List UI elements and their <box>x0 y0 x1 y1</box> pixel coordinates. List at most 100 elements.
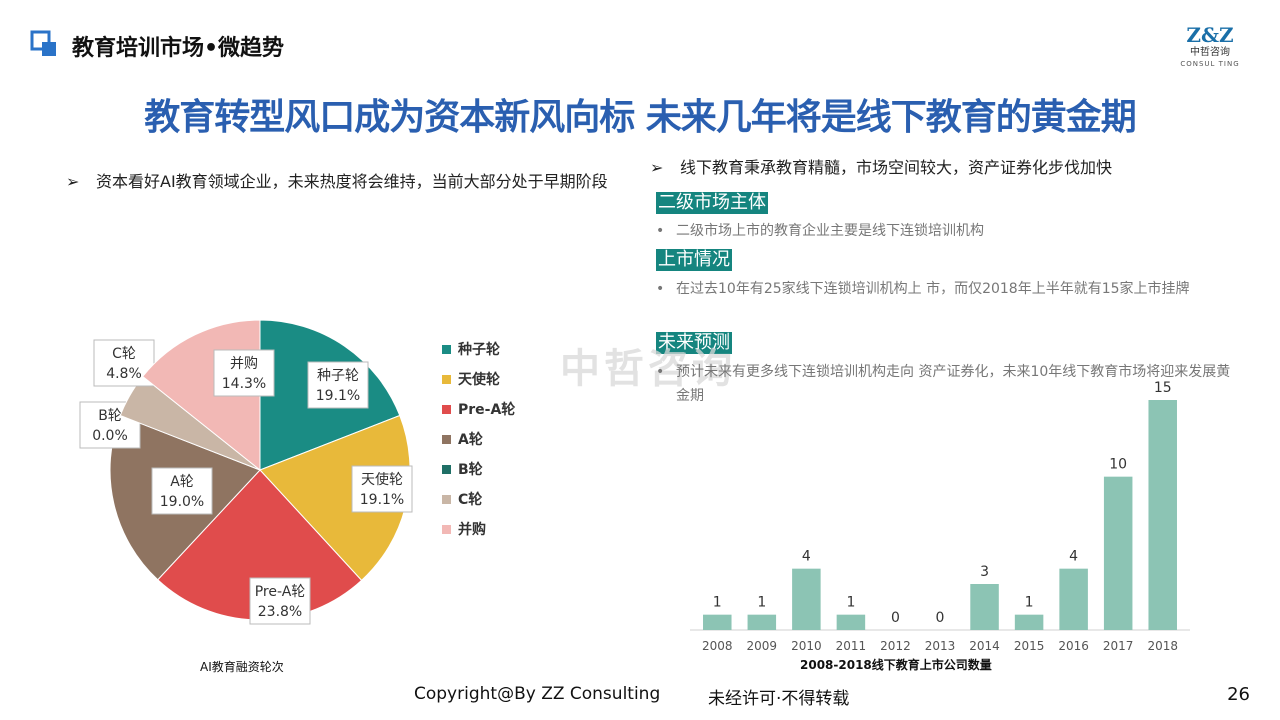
legend-item-5: C轮 <box>442 491 482 508</box>
legend-label: 天使轮 <box>458 371 500 388</box>
bar-value-label: 15 <box>1154 380 1172 396</box>
bar-2014 <box>970 584 999 630</box>
pie-data-label-3: A轮 19.0% <box>151 467 213 515</box>
bar-2018 <box>1148 400 1177 630</box>
x-tick-label: 2016 <box>1058 639 1089 653</box>
section-body: 预计未来有更多线下连锁培训机构走向 资产证券化，未来10年线下教育市场将迎来发展… <box>676 364 1231 404</box>
dot-bullet-icon: • <box>656 281 665 297</box>
legend-item-0: 种子轮 <box>442 341 500 358</box>
section-logo-icon <box>30 30 56 56</box>
dot-bullet-icon: • <box>656 223 665 239</box>
arrow-bullet-icon: ➢ <box>650 158 664 177</box>
pie-label-name: B轮 <box>98 408 122 424</box>
right-bullet: ➢ 线下教育秉承教育精髓，市场空间较大，资产证券化步伐加快 <box>650 154 1250 181</box>
pie-label-name: Pre-A轮 <box>255 584 306 600</box>
pie-chart: 种子轮19.1%种子轮天使轮19.1%天使轮Pre-A轮23.8%Pre-A轮A… <box>79 319 515 625</box>
legend-item-3: A轮 <box>442 431 483 448</box>
bar-2015 <box>1014 614 1044 630</box>
legend-swatch <box>442 525 451 534</box>
legend-label: Pre-A轮 <box>458 401 515 418</box>
legend-swatch <box>442 495 451 504</box>
bar-value-label: 1 <box>846 595 855 611</box>
footer-note: 未经许可·不得转载 <box>708 689 850 709</box>
pie-data-label-1: 天使轮 19.1% <box>351 465 413 513</box>
pie-label-value: 23.8% <box>258 604 302 620</box>
section-tag-forecast: 未来预测 <box>656 332 732 354</box>
legend-swatch <box>442 435 451 444</box>
pie-label-value: 0.0% <box>92 428 128 444</box>
pie-label-value: 19.0% <box>160 494 204 510</box>
pie-data-label-0: 种子轮 19.1% <box>307 361 369 409</box>
x-tick-label: 2010 <box>791 639 822 653</box>
bar-value-label: 1 <box>757 595 766 611</box>
brand-logo: Z&Z 中哲咨询 CONSUL TING <box>1170 24 1250 69</box>
bar-value-label: 0 <box>891 610 900 626</box>
pie-label-name: C轮 <box>112 346 136 362</box>
legend-item-6: 并购 <box>442 521 486 538</box>
footer-copyright: Copyright@By ZZ Consulting <box>414 684 661 704</box>
legend-label: 并购 <box>458 521 486 538</box>
pie-data-label-6: 并购 14.3% <box>213 349 275 397</box>
x-tick-label: 2011 <box>836 639 867 653</box>
pie-data-label-2: Pre-A轮 23.8% <box>249 577 311 625</box>
bar-value-label: 1 <box>713 595 722 611</box>
legend-label: A轮 <box>458 431 483 448</box>
bar-2016 <box>1059 568 1088 630</box>
bar-2011 <box>836 614 866 630</box>
pie-label-value: 19.1% <box>316 388 360 404</box>
bar-value-label: 3 <box>980 564 989 580</box>
pie-label-value: 19.1% <box>360 492 404 508</box>
watermark: 中哲咨询 <box>560 346 736 392</box>
x-tick-label: 2015 <box>1014 639 1045 653</box>
pie-label-value: 4.8% <box>106 366 142 382</box>
x-tick-label: 2018 <box>1147 639 1178 653</box>
x-tick-label: 2008 <box>702 639 733 653</box>
brand-name-en: CONSUL TING <box>1180 60 1240 68</box>
legend-label: B轮 <box>458 461 483 478</box>
bar-chart: 1 2008 1 2009 4 2010 1 2011 0 2012 0 2013 3 2014 1 2015… <box>690 380 1190 653</box>
bar-2009 <box>747 614 777 630</box>
bar-value-label: 1 <box>1025 595 1034 611</box>
bar-chart-title: 2008-2018线下教育上市公司数量 <box>800 658 992 672</box>
x-tick-label: 2012 <box>880 639 911 653</box>
page-headline: 教育转型风口成为资本新风向标 未来几年将是线下教育的黄金期 <box>144 97 1137 138</box>
page-number: 26 <box>1227 684 1250 705</box>
brand-name-cn: 中哲咨询 <box>1190 47 1230 58</box>
x-tick-label: 2013 <box>925 639 956 653</box>
pie-label-name: 种子轮 <box>317 368 359 384</box>
x-tick-label: 2009 <box>747 639 778 653</box>
section-body: 在过去10年有25家线下连锁培训机构上 市，而仅2018年上半年就有15家上市挂… <box>676 281 1190 297</box>
legend-item-1: 天使轮 <box>442 371 500 388</box>
arrow-bullet-icon: ➢ <box>66 172 80 191</box>
bar-value-label: 4 <box>1069 549 1078 565</box>
pie-label-name: A轮 <box>170 474 194 490</box>
x-tick-label: 2014 <box>969 639 1000 653</box>
legend-label: C轮 <box>458 491 482 508</box>
section-title: 教育培训市场•微趋势 <box>72 36 285 61</box>
bar-value-label: 0 <box>936 610 945 626</box>
legend-swatch <box>442 405 451 414</box>
right-bullet-text: 线下教育秉承教育精髓，市场空间较大，资产证券化步伐加快 <box>680 158 1113 177</box>
pie-label-name: 并购 <box>230 356 258 372</box>
section-tag-listing: 上市情况 <box>656 249 732 271</box>
bar-2008 <box>703 614 732 630</box>
section-body: 二级市场上市的教育企业主要是线下连锁培训机构 <box>676 223 984 239</box>
legend-item-2: Pre-A轮 <box>442 401 515 418</box>
legend-swatch <box>442 375 451 384</box>
brand-mark: Z&Z <box>1186 23 1234 47</box>
pie-data-label-5: C轮 4.8% <box>93 339 155 387</box>
legend-item-4: B轮 <box>442 461 483 478</box>
bar-2017 <box>1103 476 1133 630</box>
left-bullet-text: 资本看好AI教育领域企业，未来热度将会维持，当前大部分处于早期阶段 <box>96 172 608 191</box>
pie-label-value: 14.3% <box>222 376 266 392</box>
legend-swatch <box>442 345 451 354</box>
bar-value-label: 10 <box>1109 457 1127 473</box>
bar-2010 <box>792 568 821 630</box>
left-bullet: ➢ 资本看好AI教育领域企业，未来热度将会维持，当前大部分处于早期阶段 <box>66 168 626 195</box>
pie-label-name: 天使轮 <box>361 471 403 488</box>
legend-label: 种子轮 <box>457 341 500 358</box>
pie-chart-title: AI教育融资轮次 <box>200 660 284 674</box>
dot-bullet-icon: • <box>656 364 665 380</box>
bar-value-label: 4 <box>802 549 811 565</box>
section-tag-secondary-market: 二级市场主体 <box>656 192 768 214</box>
